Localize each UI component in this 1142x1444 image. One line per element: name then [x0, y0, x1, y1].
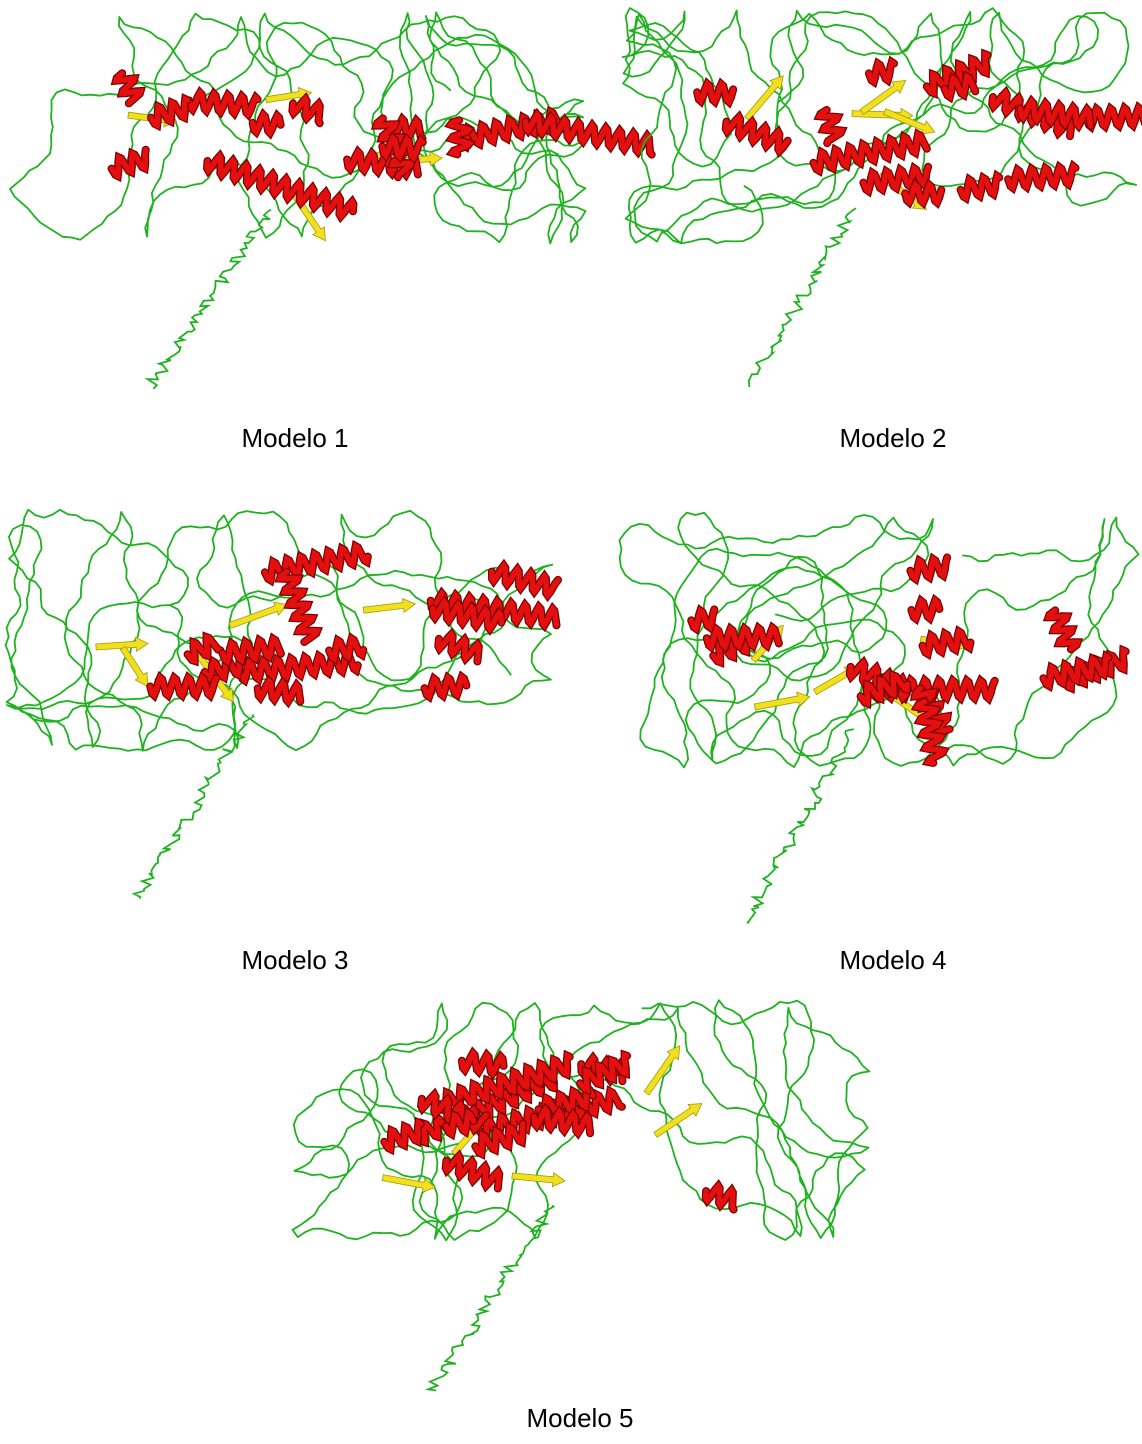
protein-model: [6, 510, 558, 899]
tail: [749, 208, 857, 387]
tail: [747, 729, 854, 923]
helix: [151, 99, 188, 125]
tail: [148, 210, 272, 389]
helix: [207, 156, 353, 216]
strand: [654, 1104, 702, 1138]
strand: [363, 599, 415, 614]
helix: [1049, 610, 1078, 649]
helix: [1087, 105, 1142, 127]
model-caption: Modelo 4: [840, 945, 947, 975]
protein-model: [293, 1000, 870, 1390]
model-caption: Modelo 5: [527, 1403, 634, 1433]
model-caption: Modelo 3: [242, 945, 349, 975]
strand: [120, 646, 147, 686]
model-caption: Modelo 1: [242, 423, 349, 453]
figure: Modelo 1 Modelo 2 Modelo 3 Modelo 4 Modelo 5: [0, 0, 1142, 1444]
tail: [428, 1206, 553, 1391]
page: Modelo 1 Modelo 2 Modelo 3 Modelo 4 Modelo 5…: [0, 0, 1142, 1444]
protein-model: [10, 12, 652, 389]
strand: [754, 692, 810, 710]
strand: [229, 602, 287, 628]
model-caption: Modelo 2: [840, 423, 947, 453]
helix: [253, 115, 281, 133]
helix: [425, 677, 467, 697]
helix: [446, 1156, 500, 1188]
protein-model: [620, 513, 1139, 923]
protein-model: [623, 8, 1142, 387]
strand: [860, 81, 906, 115]
coil: [6, 510, 553, 751]
